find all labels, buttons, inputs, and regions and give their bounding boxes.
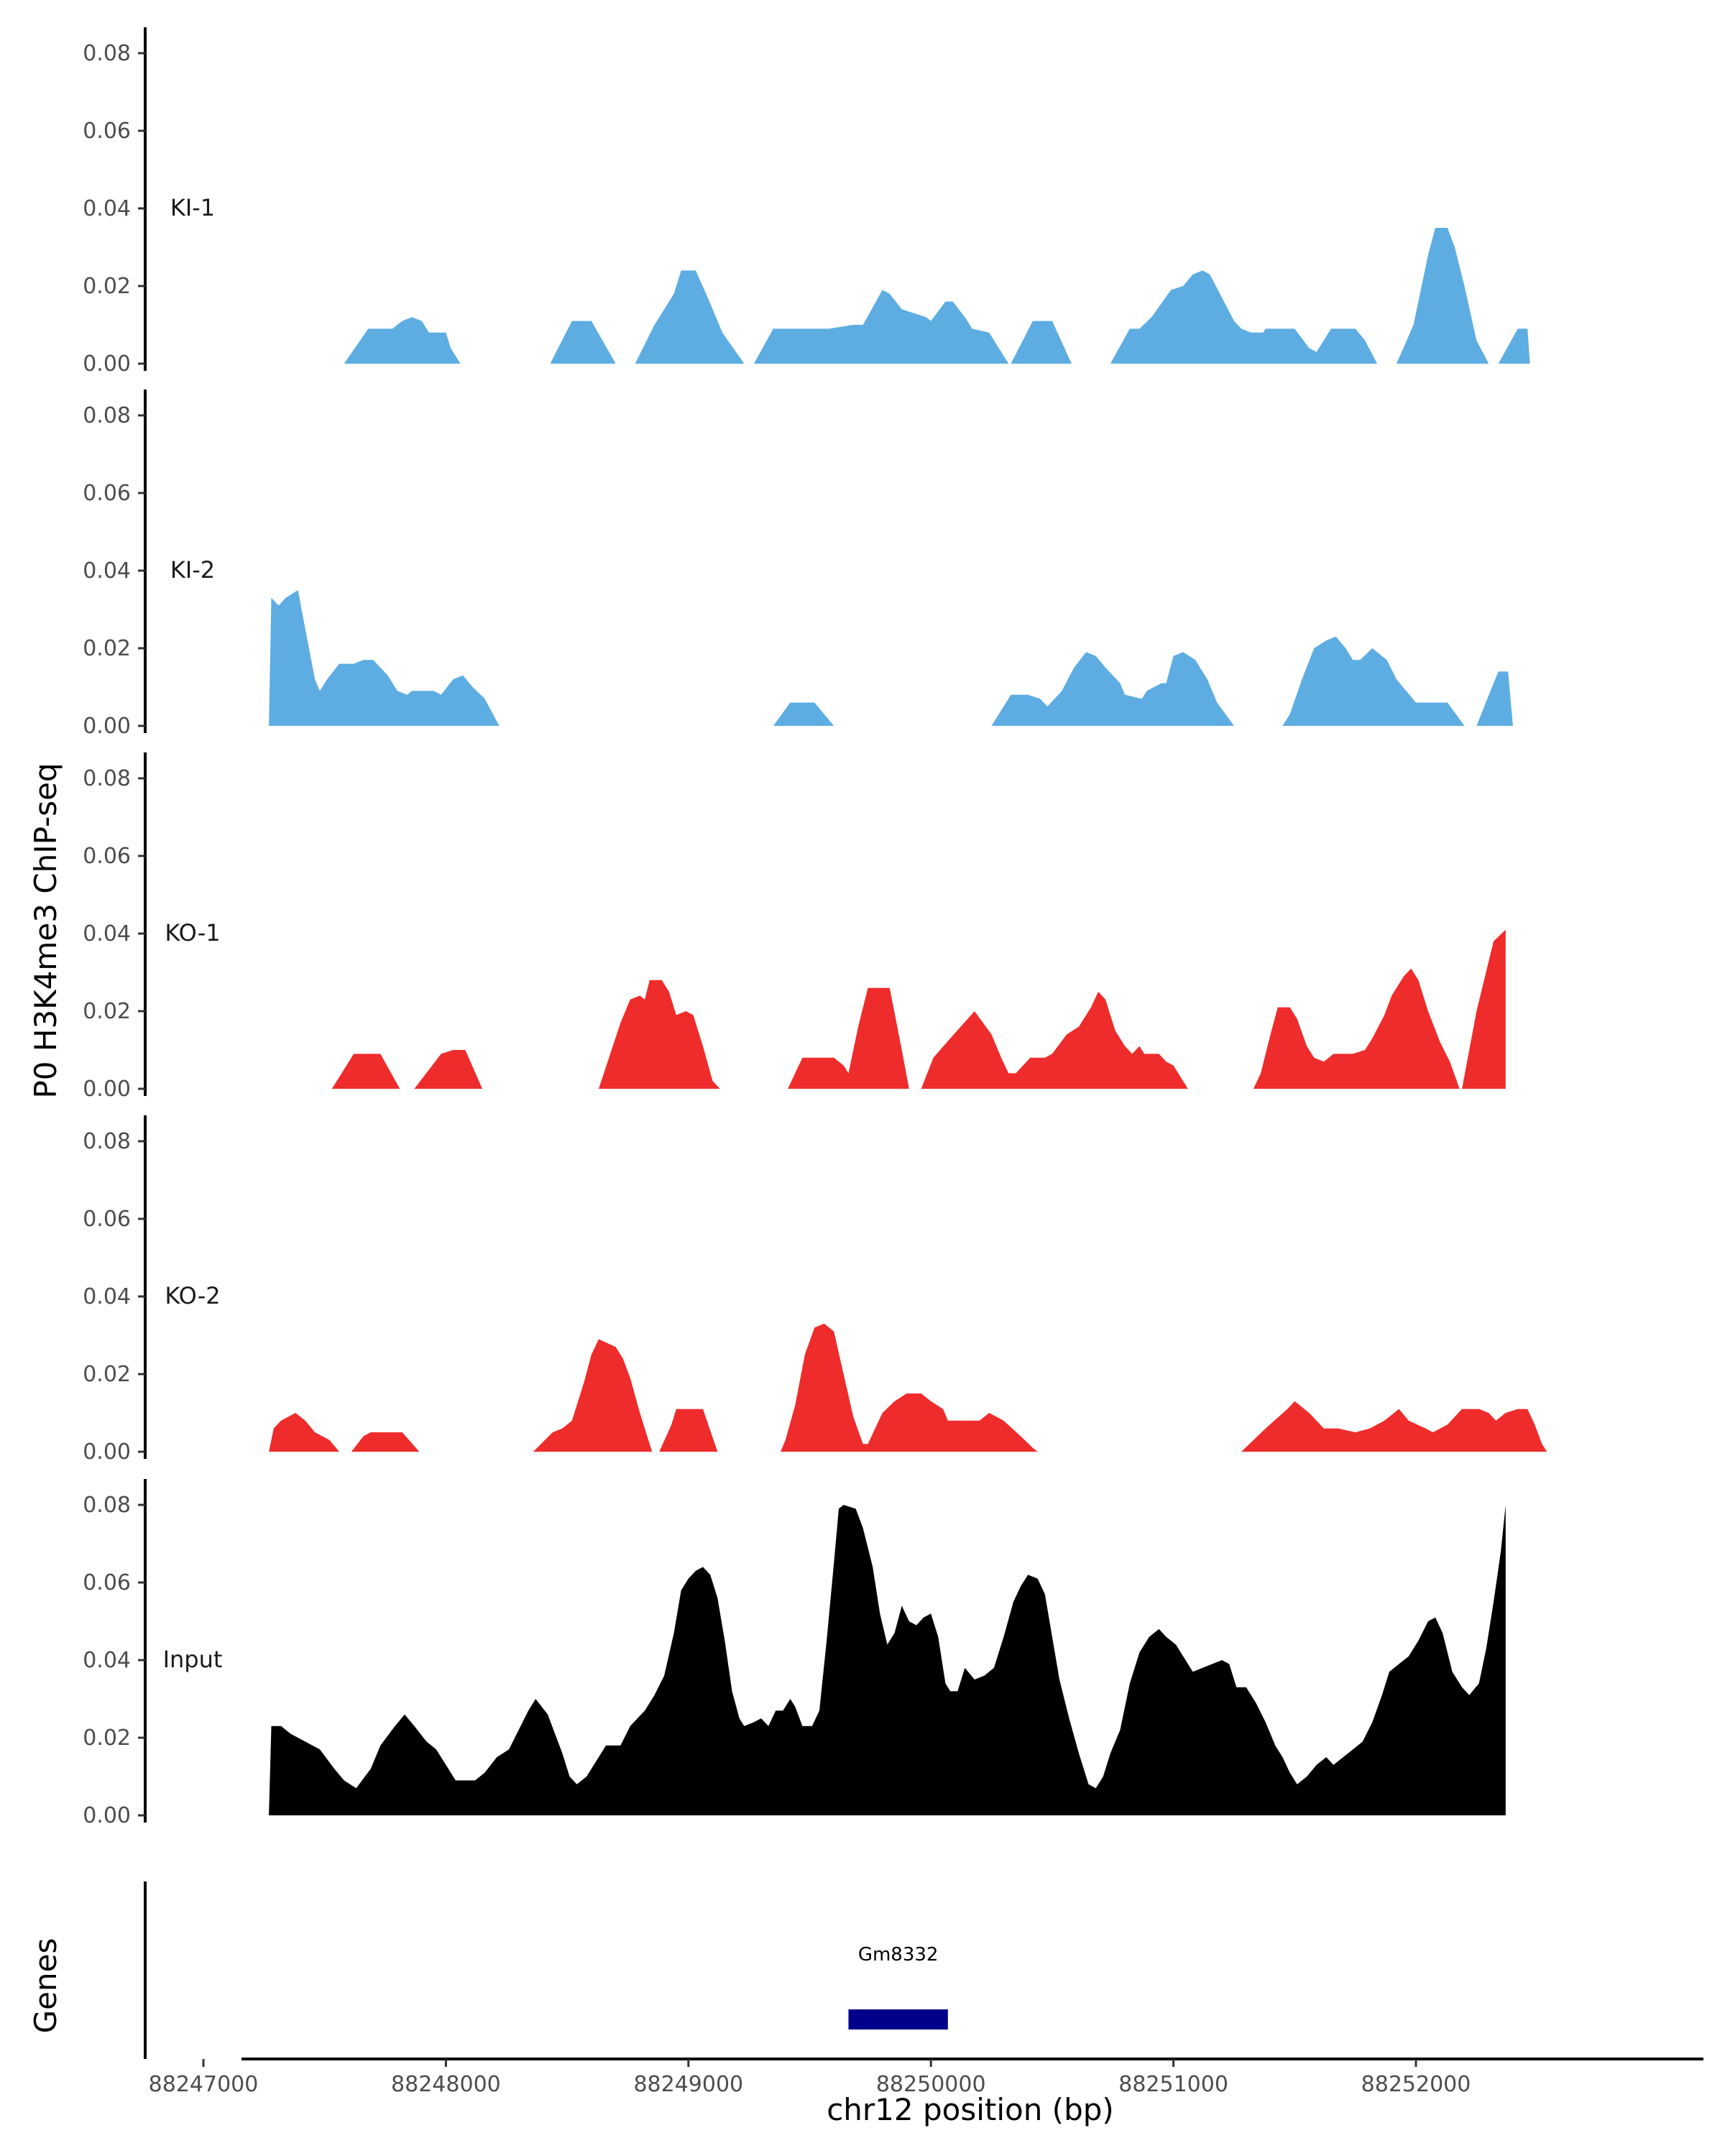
signal-area-ko-1-6 bbox=[1462, 929, 1506, 1089]
y-tick-label: 0.02 bbox=[83, 274, 131, 299]
y-tick-label: 0.04 bbox=[83, 1284, 131, 1309]
signal-area-ko-1-5 bbox=[1253, 968, 1460, 1089]
signal-area-ki-2-4 bbox=[1476, 671, 1513, 726]
signal-area-ko-2-5 bbox=[1241, 1401, 1547, 1452]
y-tick-label: 0.00 bbox=[83, 1803, 131, 1828]
y-tick-label: 0.08 bbox=[83, 41, 131, 66]
x-tick-label: 88251000 bbox=[1118, 2072, 1228, 2097]
genes-panel-title: Genes bbox=[28, 1938, 63, 2034]
x-tick-label: 88248000 bbox=[391, 2072, 501, 2097]
gene-body bbox=[848, 2009, 948, 2030]
x-tick-label: 88250000 bbox=[876, 2072, 986, 2097]
track-panel-ko-1: 0.08 0.06 0.04 0.02 0.00 KO-1 bbox=[83, 752, 1506, 1102]
y-tick-label: 0.04 bbox=[83, 921, 131, 946]
signal-area-ki-1-7 bbox=[1498, 328, 1530, 364]
track-panel-ki-1: 0.08 0.06 0.04 0.02 0.00 KI-1 bbox=[83, 27, 1530, 377]
signal-area-ki-1-3 bbox=[753, 290, 1009, 364]
track-panel-input: 0.08 0.06 0.04 0.02 0.00 Input bbox=[83, 1479, 1506, 1828]
signal-area-ki-1-2 bbox=[635, 270, 745, 364]
genes-panel: Gm8332 bbox=[144, 1881, 948, 2059]
x-tick-label: 88252000 bbox=[1361, 2072, 1471, 2097]
y-tick-label: 0.02 bbox=[83, 1726, 131, 1751]
signal-area-ko-1-4 bbox=[921, 992, 1188, 1089]
y-tick-label: 0.02 bbox=[83, 1362, 131, 1387]
signal-area-ki-1-0 bbox=[344, 317, 461, 364]
track-panel-ko-2: 0.08 0.06 0.04 0.02 0.00 KO-2 bbox=[83, 1115, 1547, 1465]
y-tick-label: 0.08 bbox=[83, 1493, 131, 1518]
y-tick-label: 0.00 bbox=[83, 351, 131, 377]
signal-area-ki-1-5 bbox=[1110, 270, 1377, 364]
signal-area-ki-2-2 bbox=[991, 652, 1234, 726]
y-tick-label: 0.04 bbox=[83, 558, 131, 584]
signal-area-ki-1-4 bbox=[1011, 321, 1072, 364]
y-tick-label: 0.04 bbox=[83, 1648, 131, 1673]
y-tick-label: 0.00 bbox=[83, 714, 131, 739]
track-label-ki-2: KI-2 bbox=[170, 556, 215, 584]
signal-area-ko-1-2 bbox=[599, 980, 720, 1089]
y-tick-label: 0.04 bbox=[83, 196, 131, 221]
y-tick-label: 0.06 bbox=[83, 1207, 131, 1232]
gene-label: Gm8332 bbox=[858, 1944, 939, 1966]
signal-area-ko-1-1 bbox=[414, 1050, 482, 1089]
signal-area-ki-1-1 bbox=[550, 321, 616, 364]
y-tick-label: 0.06 bbox=[83, 844, 131, 869]
y-tick-label: 0.06 bbox=[83, 481, 131, 506]
signal-area-ki-2-1 bbox=[773, 702, 834, 726]
signal-area-ko-1-3 bbox=[788, 987, 909, 1089]
signal-area-ki-2-0 bbox=[269, 590, 500, 726]
signal-area-ko-2-2 bbox=[533, 1339, 653, 1452]
track-label-ko-1: KO-1 bbox=[165, 919, 220, 946]
y-tick-label: 0.02 bbox=[83, 636, 131, 661]
signal-area-ki-1-6 bbox=[1397, 228, 1489, 364]
y-tick-label: 0.08 bbox=[83, 403, 131, 428]
y-tick-label: 0.00 bbox=[83, 1077, 131, 1102]
y-tick-label: 0.00 bbox=[83, 1439, 131, 1465]
track-label-ki-1: KI-1 bbox=[170, 194, 215, 221]
signal-area-ko-2-4 bbox=[781, 1323, 1038, 1452]
x-axis: 88247000 88248000 88249000 88250000 88251000… bbox=[149, 2058, 1703, 2097]
x-tick-label: 88249000 bbox=[633, 2072, 743, 2097]
y-tick-label: 0.06 bbox=[83, 1570, 131, 1595]
signal-area-ki-2-3 bbox=[1282, 636, 1465, 726]
x-axis-title: chr12 position (bp) bbox=[827, 2092, 1114, 2127]
y-tick-label: 0.06 bbox=[83, 119, 131, 144]
signal-area-ko-2-0 bbox=[269, 1413, 339, 1452]
y-tick-label: 0.02 bbox=[83, 999, 131, 1024]
track-panels: 0.08 0.06 0.04 0.02 0.00 KI-1 0.08 0.06 0.04 0.02… bbox=[83, 27, 1547, 1828]
signal-area-ko-2-3 bbox=[659, 1409, 718, 1452]
y-axis-title: P0 H3K4me3 ChIP-seq bbox=[28, 763, 63, 1098]
y-tick-label: 0.08 bbox=[83, 766, 131, 791]
y-tick-label: 0.08 bbox=[83, 1129, 131, 1154]
signal-area-ko-1-0 bbox=[331, 1054, 400, 1089]
x-tick-label: 88247000 bbox=[149, 2072, 259, 2097]
track-label-input: Input bbox=[163, 1646, 223, 1673]
signal-area-ko-2-1 bbox=[351, 1432, 420, 1452]
track-panel-ki-2: 0.08 0.06 0.04 0.02 0.00 KI-2 bbox=[83, 390, 1513, 739]
track-label-ko-2: KO-2 bbox=[165, 1282, 220, 1309]
signal-area-input-0 bbox=[269, 1505, 1506, 1815]
